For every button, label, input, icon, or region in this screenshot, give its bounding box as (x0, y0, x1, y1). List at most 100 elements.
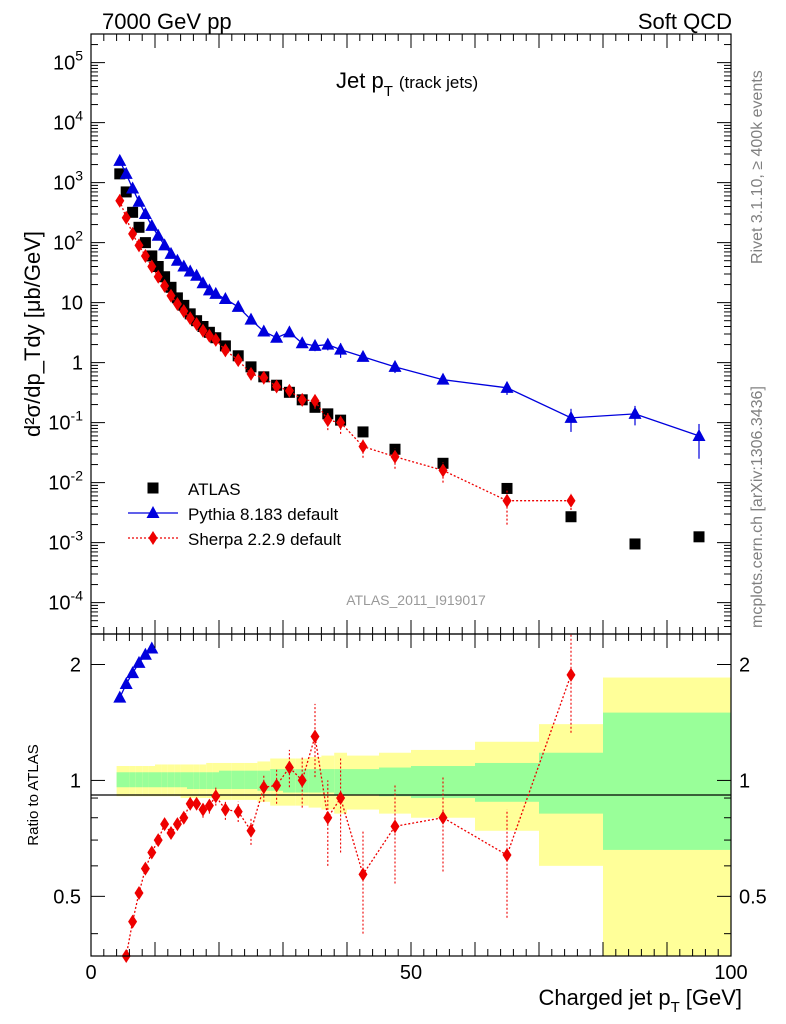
sherpa-point (128, 226, 138, 241)
ratio-sherpa-point (128, 914, 138, 929)
ratio-sherpa-point (502, 848, 512, 863)
legend-atlas-label: ATLAS (188, 480, 241, 499)
rivet-version-label: Rivet 3.1.10, ≥ 400k events (749, 70, 766, 264)
pythia-point (170, 253, 184, 266)
ratio-sherpa-point (323, 810, 333, 825)
header-left-label: 7000 GeV pp (102, 9, 232, 34)
main-y-tick-label: 10-1 (48, 408, 83, 435)
ratio-sherpa-point (358, 867, 368, 882)
ratio-panel-bands (116, 677, 731, 956)
pythia-point (145, 218, 159, 231)
analysis-label: ATLAS_2011_I919017 (346, 592, 486, 608)
atlas-point (152, 261, 164, 273)
ratio-sherpa-point (185, 796, 195, 811)
ratio-band-inner (475, 762, 539, 802)
pythia-point (321, 337, 335, 350)
sherpa-point (147, 259, 157, 274)
pythia-point (270, 330, 284, 343)
main-panel-series (113, 153, 706, 550)
ratio-y-tick-label-left: 1 (70, 770, 81, 792)
ratio-sherpa-point (390, 819, 400, 834)
ratio-panel-axes: 0.5 0.5 1 1 2 2 0 50 100 (53, 633, 767, 984)
sherpa-point (192, 317, 202, 332)
atlas-point (159, 271, 171, 283)
ratio-band-inner (231, 770, 245, 789)
pythia-point (209, 286, 223, 299)
x-tick-label: 50 (400, 962, 422, 984)
ratio-sherpa-point (259, 780, 269, 795)
ratio-y-tick-label-left: 2 (70, 654, 81, 676)
sherpa-point (115, 193, 125, 208)
sherpa-point (134, 238, 144, 253)
atlas-point (120, 186, 132, 198)
main-y-tick-label: 10-3 (48, 528, 83, 555)
pythia-point (190, 268, 204, 281)
sherpa-point (566, 493, 576, 508)
ratio-sherpa-point (233, 804, 243, 819)
sherpa-point (185, 311, 195, 326)
atlas-point (357, 426, 369, 438)
sherpa-point (502, 493, 512, 508)
sherpa-point (121, 210, 131, 225)
legend-sherpa-marker (148, 531, 158, 545)
ratio-band-inner (116, 772, 123, 788)
pythia-point (164, 246, 178, 259)
ratio-band-inner (123, 772, 130, 788)
sherpa-point (297, 392, 307, 407)
ratio-band-inner (199, 772, 207, 789)
pythia-point (119, 166, 133, 179)
ratio-sherpa-point (310, 729, 320, 744)
ratio-sherpa-point (140, 861, 150, 876)
ratio-sherpa-point (204, 798, 214, 813)
pythia-point (218, 291, 232, 304)
legend-pythia-label: Pythia 8.183 default (188, 505, 339, 524)
pythia-point (183, 264, 197, 277)
ratio-y-tick-label-left: 0.5 (53, 886, 81, 908)
pythia-point (257, 324, 271, 337)
legend-pythia-marker (146, 506, 160, 518)
atlas-point (165, 281, 177, 293)
ratio-band-inner (174, 772, 181, 788)
ratio-sherpa-point (211, 789, 221, 804)
ratio-y-axis-label: Ratio to ATLAS (25, 744, 42, 845)
pythia-point (132, 194, 146, 207)
ratio-band-inner (193, 772, 200, 789)
ratio-sherpa-point (566, 667, 576, 682)
ratio-pythia-point (138, 647, 152, 660)
ratio-y-tick-label-right: 1 (739, 770, 750, 792)
ratio-sherpa-point (172, 817, 182, 832)
header-right-label: Soft QCD (638, 9, 732, 34)
legend-sherpa-label: Sherpa 2.2.9 default (188, 530, 341, 549)
pythia-point (138, 207, 152, 219)
pythia-point (113, 153, 127, 166)
atlas-point (693, 531, 705, 543)
ratio-sherpa-point (192, 796, 202, 811)
atlas-point (127, 206, 139, 218)
legend-atlas-marker (147, 482, 159, 494)
pythia-point (196, 276, 210, 289)
ratio-y-tick-label-right: 0.5 (739, 886, 767, 908)
atlas-point (139, 237, 151, 249)
ratio-band-inner (187, 772, 194, 789)
sherpa-point (272, 379, 282, 394)
ratio-pythia-point (145, 641, 159, 654)
pythia-point (244, 312, 258, 325)
pythia-point (436, 372, 450, 385)
ratio-sherpa-point (179, 810, 189, 825)
ratio-band-inner (161, 772, 168, 788)
ratio-sherpa-point (438, 810, 448, 825)
sherpa-point (220, 343, 230, 358)
ratio-band-inner (135, 772, 143, 788)
pythia-point (500, 380, 514, 393)
atlas-point (389, 443, 401, 455)
sherpa-point (246, 366, 256, 381)
ratio-panel-series (113, 634, 576, 963)
ratio-sherpa-point (153, 833, 163, 848)
ratio-band-inner (129, 772, 136, 788)
ratio-y-tick-label-right: 2 (739, 654, 750, 676)
ratio-sherpa-point (336, 791, 346, 806)
sherpa-point (166, 288, 176, 303)
ratio-sherpa-point (134, 886, 144, 901)
sherpa-point (310, 393, 320, 408)
